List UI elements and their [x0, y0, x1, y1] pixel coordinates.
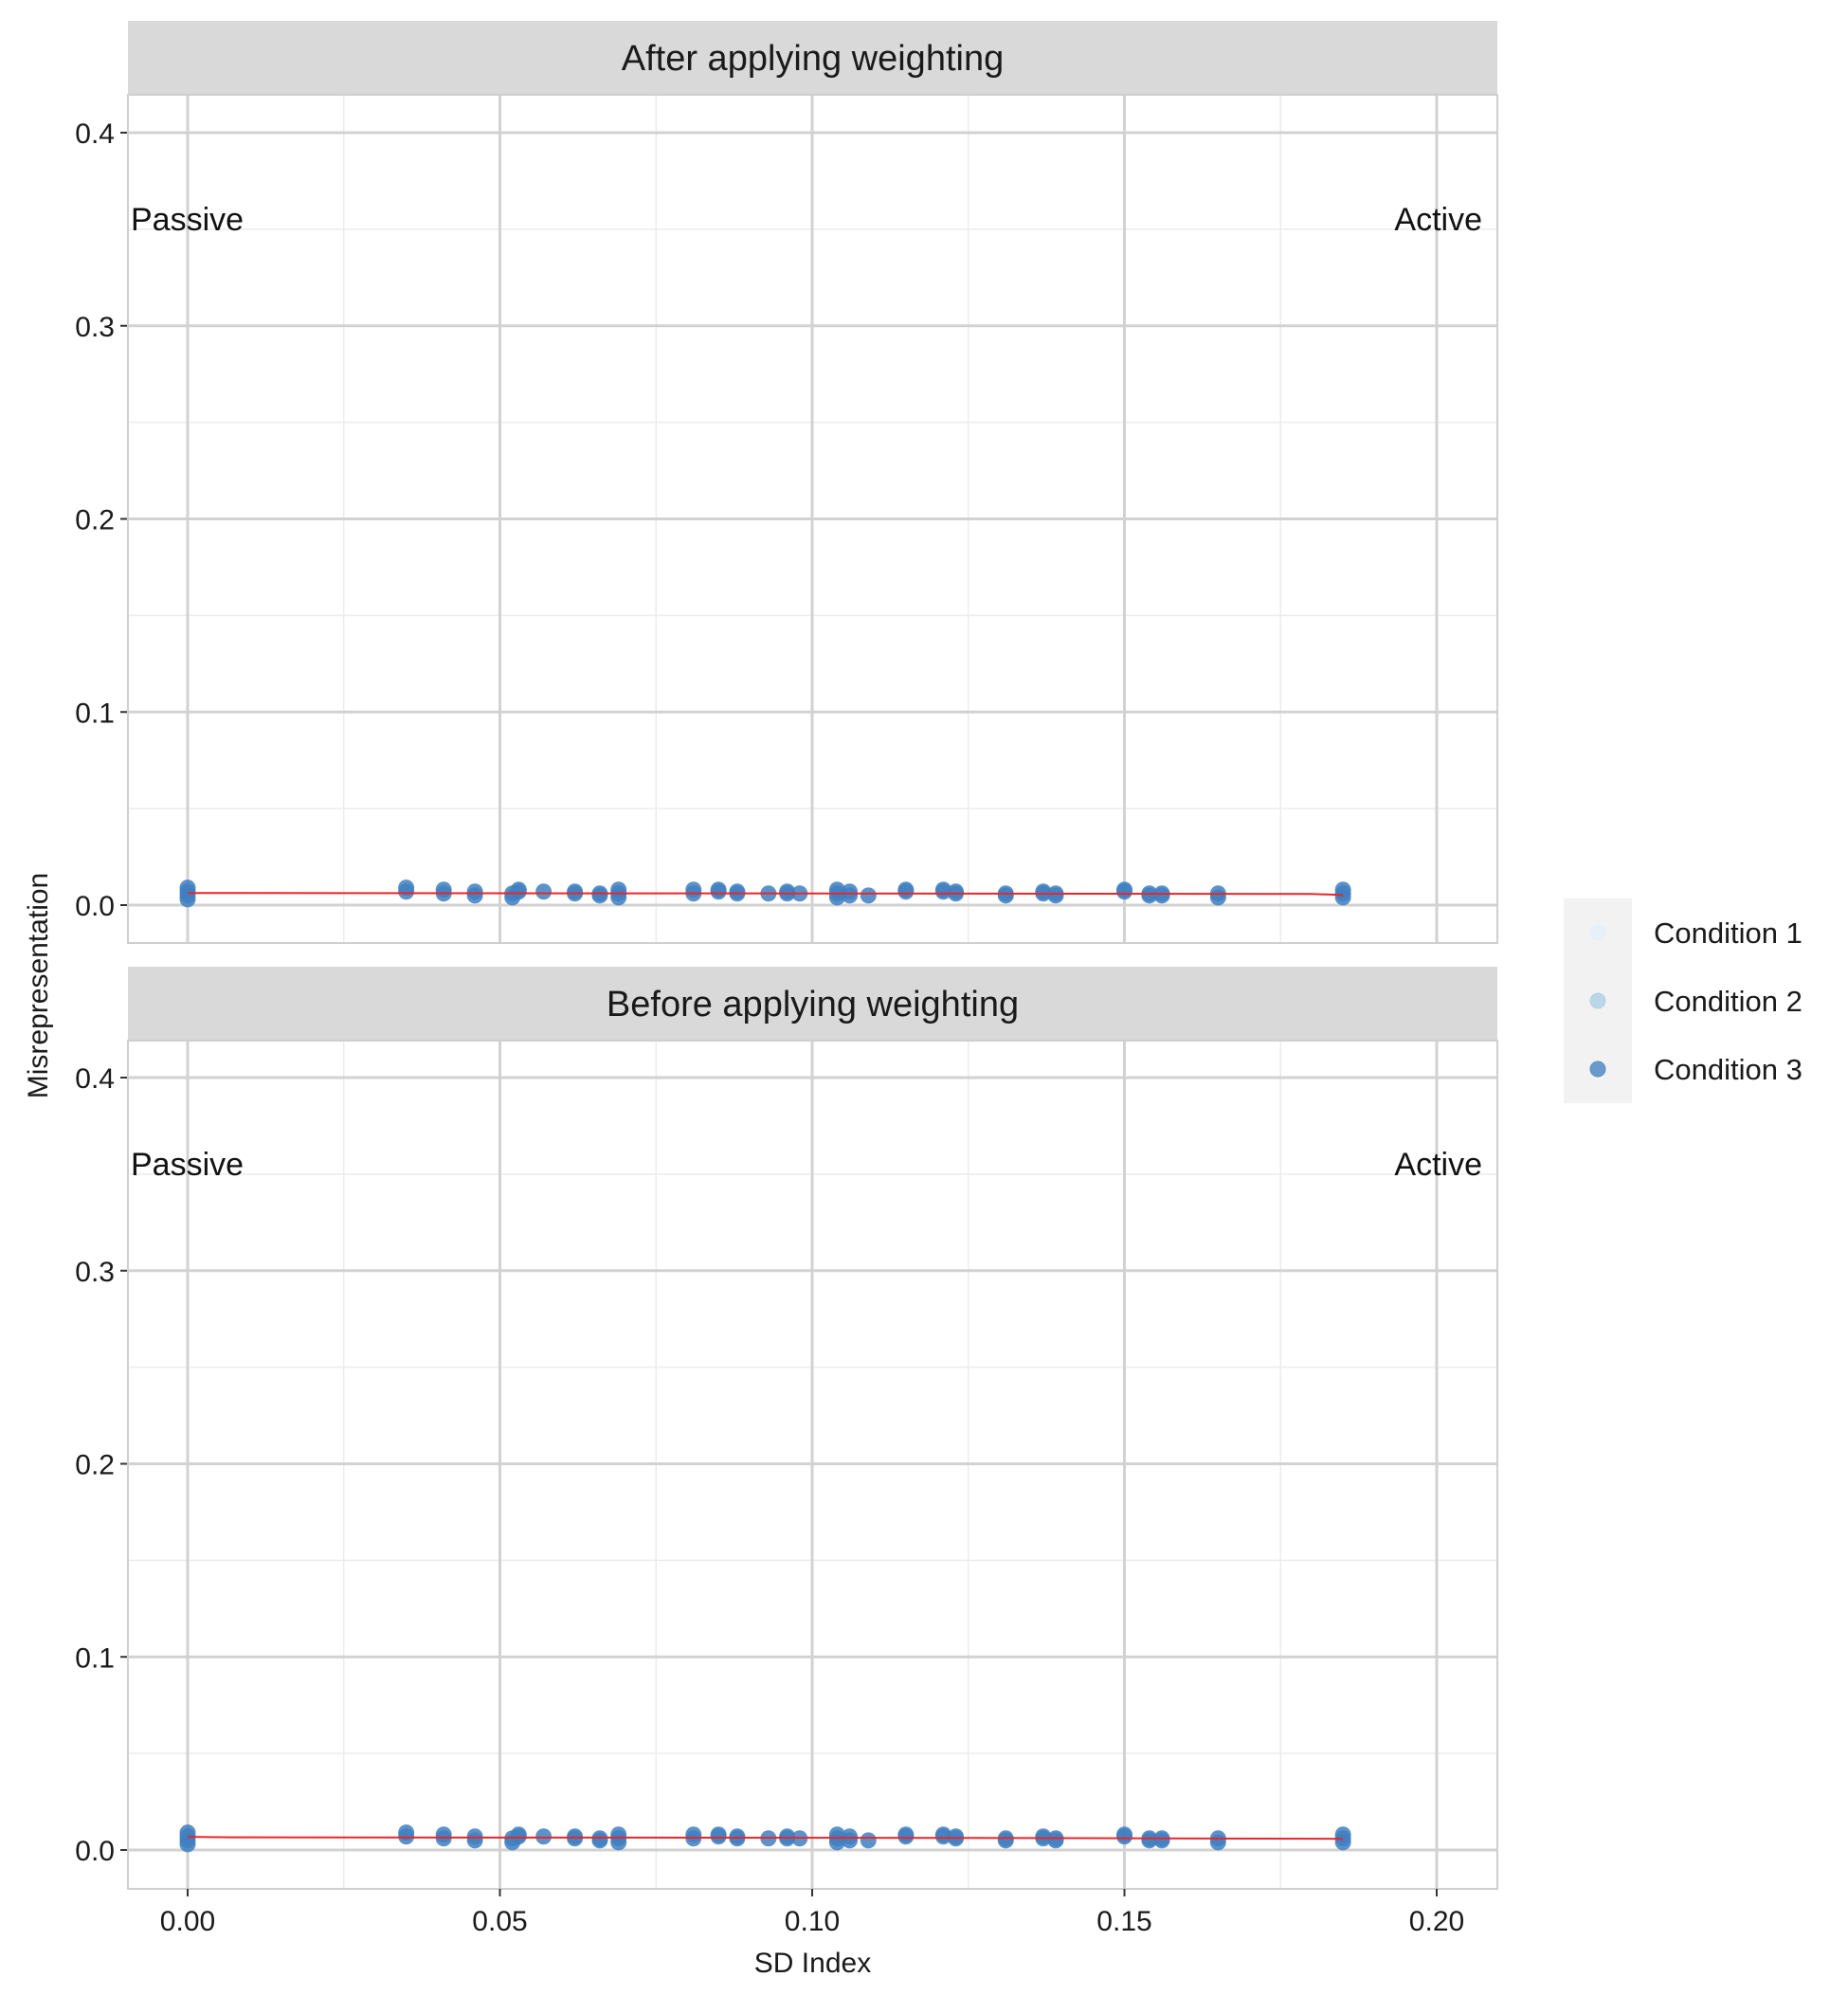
x-tick-label: 0.20	[1409, 1906, 1464, 1937]
data-point	[710, 1826, 727, 1843]
y-tick-label: 0.1	[75, 1642, 115, 1674]
x-tick-label: 0.00	[160, 1906, 215, 1937]
legend-key	[1589, 992, 1606, 1009]
facet-strip-label: Before applying weighting	[607, 985, 1019, 1025]
data-point	[567, 1828, 584, 1845]
legend-key	[1589, 924, 1606, 941]
data-point	[1334, 881, 1351, 898]
data-point	[897, 1826, 915, 1843]
trend-line	[187, 1836, 1344, 1841]
y-tick-label: 0.2	[75, 505, 115, 536]
data-point	[510, 881, 527, 898]
data-point	[729, 1828, 746, 1845]
data-point	[1116, 1826, 1132, 1843]
data-point	[1035, 883, 1052, 900]
data-point	[948, 883, 965, 900]
y-tick-label: 0.0	[75, 891, 115, 922]
y-tick-label: 0.3	[75, 1257, 115, 1288]
data-point	[1116, 881, 1132, 898]
data-point	[435, 881, 452, 898]
y-tick-label: 0.4	[75, 1063, 115, 1095]
data-point	[535, 883, 553, 900]
annotation-active: Active	[1394, 1147, 1482, 1183]
y-tick-label: 0.0	[75, 1836, 115, 1867]
x-tick-label: 0.05	[472, 1906, 527, 1937]
legend-label: Condition 3	[1654, 1053, 1803, 1086]
data-point	[179, 1824, 196, 1841]
facet-strip	[128, 21, 1497, 95]
facet-strip-label: After applying weighting	[622, 39, 1004, 79]
annotation-passive: Passive	[131, 1147, 244, 1183]
data-point	[710, 881, 727, 898]
y-axis-title: Misrepresentation	[23, 873, 54, 1098]
data-point	[610, 1826, 627, 1843]
facet-strip	[128, 967, 1497, 1041]
data-point	[842, 1828, 859, 1845]
data-point	[466, 883, 483, 900]
data-point	[860, 887, 877, 904]
data-point	[1035, 1828, 1052, 1845]
data-point	[860, 1832, 877, 1849]
legend-label: Condition 2	[1654, 985, 1803, 1018]
data-point	[567, 883, 584, 900]
y-tick-label: 0.2	[75, 1450, 115, 1481]
data-point	[179, 880, 196, 897]
legend-key	[1589, 1061, 1606, 1078]
data-point	[779, 1828, 796, 1845]
panel-border	[127, 94, 1498, 944]
data-point	[398, 880, 415, 897]
data-point	[510, 1826, 527, 1843]
y-tick-label: 0.3	[75, 312, 115, 343]
data-point	[779, 883, 796, 900]
data-point	[948, 1828, 965, 1845]
data-point	[466, 1828, 483, 1845]
data-point	[685, 1826, 702, 1843]
data-point	[610, 881, 627, 898]
annotation-passive: Passive	[131, 202, 244, 238]
data-point	[435, 1826, 452, 1843]
legend-label: Condition 1	[1654, 916, 1803, 950]
data-point	[729, 883, 746, 900]
y-tick-label: 0.1	[75, 698, 115, 729]
data-point	[897, 881, 915, 898]
data-point	[842, 883, 859, 900]
trend-line	[187, 892, 1344, 897]
annotation-active: Active	[1394, 202, 1482, 238]
x-tick-label: 0.10	[785, 1906, 840, 1937]
y-tick-label: 0.4	[75, 118, 115, 150]
x-tick-label: 0.15	[1096, 1906, 1151, 1937]
data-point	[535, 1828, 553, 1845]
data-point	[1334, 1826, 1351, 1843]
data-point	[685, 881, 702, 898]
x-axis-title: SD Index	[754, 1948, 871, 1979]
